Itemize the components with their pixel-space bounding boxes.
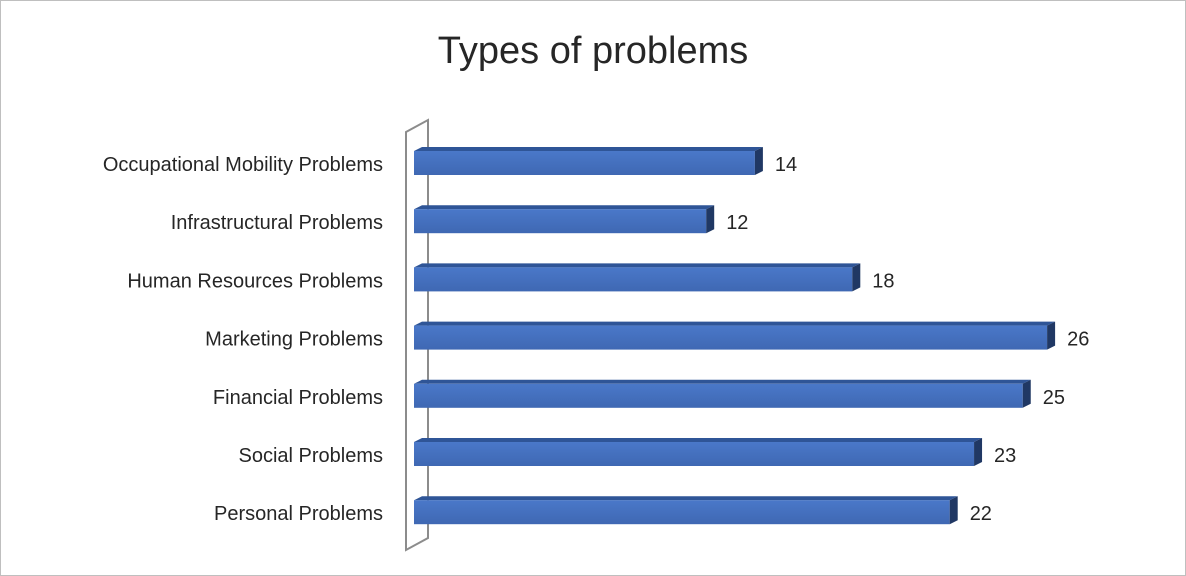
- bar-side-face: [852, 263, 861, 292]
- bar-3: [414, 321, 1056, 350]
- bar-side-face: [706, 205, 715, 234]
- category-label-6: Personal Problems: [214, 503, 383, 525]
- bar-2: [414, 263, 861, 292]
- bar-front-face: [414, 442, 975, 466]
- value-label-5: 23: [994, 445, 1016, 467]
- chart-title: Types of problems: [437, 30, 749, 72]
- bar-side-face: [974, 438, 983, 466]
- bar-front-face: [414, 383, 1023, 408]
- value-label-4: 25: [1043, 387, 1065, 409]
- category-label-4: Financial Problems: [213, 387, 383, 409]
- category-label-5: Social Problems: [238, 445, 383, 467]
- bar-front-face: [414, 325, 1048, 350]
- bar-top-face: [414, 496, 958, 501]
- value-label-6: 22: [970, 503, 992, 525]
- bar-front-face: [414, 267, 853, 292]
- category-axis-wall: [405, 118, 429, 552]
- value-label-0: 14: [775, 154, 797, 176]
- bar-5: [414, 438, 983, 466]
- bar-top-face: [414, 438, 983, 442]
- bar-6: [414, 496, 958, 525]
- value-label-3: 26: [1067, 329, 1089, 351]
- bar-4: [414, 379, 1031, 408]
- bar-side-face: [1047, 321, 1056, 350]
- bar-front-face: [414, 151, 755, 175]
- bar-1: [414, 205, 715, 234]
- bar-top-face: [414, 321, 1056, 326]
- bar-0: [414, 147, 763, 175]
- category-label-2: Human Resources Problems: [127, 270, 383, 292]
- bar-top-face: [414, 147, 763, 151]
- bar-side-face: [1022, 379, 1031, 408]
- bar-top-face: [414, 205, 715, 210]
- category-label-1: Infrastructural Problems: [171, 212, 383, 234]
- bar-top-face: [414, 379, 1031, 384]
- value-label-1: 12: [726, 212, 748, 234]
- bar-front-face: [414, 209, 707, 234]
- bar-front-face: [414, 500, 950, 525]
- bar-side-face: [949, 496, 958, 525]
- value-label-2: 18: [872, 270, 894, 292]
- category-label-3: Marketing Problems: [205, 329, 383, 351]
- bar-top-face: [414, 263, 861, 268]
- category-label-0: Occupational Mobility Problems: [103, 154, 383, 176]
- bar-side-face: [754, 147, 763, 175]
